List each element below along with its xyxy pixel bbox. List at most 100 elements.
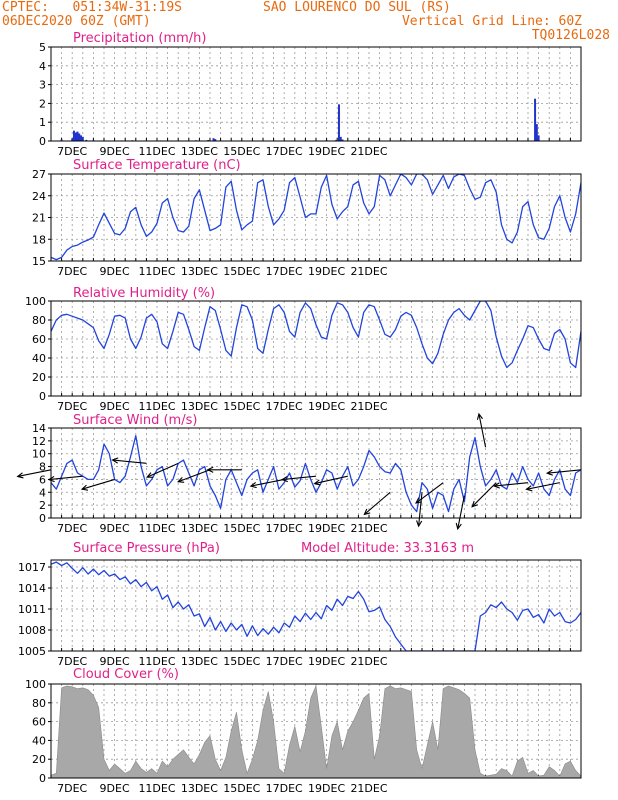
y-tick-label: 10 (32, 448, 46, 461)
wind-arrow (314, 475, 348, 485)
humidity-frame (50, 300, 582, 397)
wind-arrow (112, 459, 147, 464)
y-tick-label: 1017 (18, 561, 46, 574)
x-tick-label: 19DEC (308, 265, 345, 278)
humidity-title: Relative Humidity (%) (73, 286, 215, 301)
y-tick-label: 3 (39, 79, 46, 92)
wind-arrow (250, 478, 285, 487)
wind-arrow (415, 482, 444, 504)
x-tick-label: 15DEC (223, 522, 260, 535)
header-station-name: SAO LOURENCO DO SUL (RS) (263, 0, 451, 15)
precip-bar (81, 136, 84, 141)
y-tick-label: 4 (39, 60, 46, 73)
wind-arrow-head (206, 466, 214, 473)
x-tick-label: 9DEC (100, 782, 130, 795)
wind-arrow (177, 469, 211, 483)
precipitation-panel: Precipitation (mm/h) 0 1 2 3 4 5 7DEC 9DEC 11DEC 1… (39, 31, 582, 158)
wind-arrow (17, 469, 52, 477)
x-tick-label: 11DEC (138, 265, 175, 278)
wind-arrow-head (476, 412, 483, 420)
header-run-date: 06DEC2020 60Z (GMT) (2, 14, 151, 29)
x-tick-label: 7DEC (57, 782, 87, 795)
wind-vectors (16, 412, 582, 531)
humidity-line (51, 301, 581, 369)
wind-arrow-head (16, 472, 24, 479)
y-tick-label: 0 (39, 512, 46, 525)
x-tick-label: 13DEC (181, 655, 218, 668)
wind-arrow-head (249, 482, 257, 489)
pressure-frame (50, 559, 582, 652)
wind-arrow-head (416, 520, 423, 528)
y-tick-label: 2 (39, 97, 46, 110)
wind-arrow (418, 492, 423, 527)
cloud-cover-title: Cloud Cover (%) (73, 667, 179, 682)
y-tick-label: 1008 (18, 624, 46, 637)
y-tick-label: 18 (32, 233, 46, 246)
y-tick-label: 6 (39, 473, 46, 486)
y-tick-label: 1 (39, 116, 46, 129)
wind-arrow-head (111, 457, 119, 464)
wind-arrow (146, 462, 179, 478)
y-tick-label: 40 (32, 734, 46, 747)
model-altitude-annotation: Model Altitude: 33.3163 m (301, 541, 474, 556)
y-tick-label: 14 (32, 422, 46, 435)
y-tick-label: 80 (32, 314, 46, 327)
precip-bar (76, 131, 79, 141)
x-tick-label: 19DEC (308, 145, 345, 158)
precip-bar (534, 98, 537, 141)
y-tick-label: 100 (25, 295, 46, 308)
x-tick-label: 19DEC (308, 655, 345, 668)
pressure-panel: Surface Pressure (hPa) Model Altitude: 33… (18, 541, 582, 668)
wind-title: Surface Wind (m/s) (73, 413, 197, 428)
wind-arrow-head (545, 469, 553, 476)
wind-arrow (526, 482, 560, 490)
y-tick-label: 20 (32, 753, 46, 766)
x-tick-label: 21DEC (350, 265, 387, 278)
precip-bar (71, 138, 74, 141)
y-tick-label: 60 (32, 333, 46, 346)
precip-bar (335, 139, 338, 141)
x-tick-label: 15DEC (223, 400, 260, 413)
y-tick-label: 0 (39, 390, 46, 403)
y-tick-label: 8 (39, 461, 46, 474)
x-tick-label: 13DEC (181, 145, 218, 158)
y-tick-label: 4 (39, 486, 46, 499)
x-tick-label: 7DEC (57, 265, 87, 278)
precip-bar (74, 132, 77, 141)
x-tick-label: 21DEC (350, 655, 387, 668)
y-tick-label: 21 (32, 212, 46, 225)
x-tick-label: 9DEC (100, 400, 130, 413)
temperature-frame (50, 173, 582, 262)
y-tick-label: 5 (39, 41, 46, 54)
wind-frame (50, 427, 582, 519)
wind-arrow-head (47, 475, 55, 483)
y-tick-label: 27 (32, 168, 46, 181)
wind-arrow-head (280, 475, 288, 483)
wind-arrow-head (80, 484, 89, 491)
x-tick-label: 19DEC (308, 782, 345, 795)
header-model-code: TQ0126L028 (531, 28, 610, 43)
x-tick-label: 19DEC (308, 522, 345, 535)
precip-bar (85, 139, 88, 141)
y-tick-label: 0 (39, 772, 46, 785)
wind-arrow (282, 475, 317, 481)
x-tick-label: 15DEC (223, 782, 260, 795)
pressure-title: Surface Pressure (hPa) (73, 541, 220, 556)
y-tick-label: 1014 (18, 582, 46, 595)
y-tick-label: 80 (32, 697, 46, 710)
pressure-line (51, 561, 581, 651)
wind-arrow-head (471, 500, 479, 508)
y-tick-label: 15 (32, 255, 46, 268)
wind-line (51, 435, 581, 513)
precipitation-frame (50, 46, 582, 142)
x-tick-label: 11DEC (138, 522, 175, 535)
wind-arrow (48, 475, 83, 481)
header-station-id: CPTEC: 051:34W-31:19S (2, 0, 183, 15)
wind-arrow-head (313, 479, 321, 486)
x-tick-label: 11DEC (138, 400, 175, 413)
precipitation-bars (60, 98, 540, 141)
x-tick-label: 15DEC (223, 655, 260, 668)
x-tick-label: 13DEC (181, 400, 218, 413)
cloud-cover-area (51, 684, 581, 778)
